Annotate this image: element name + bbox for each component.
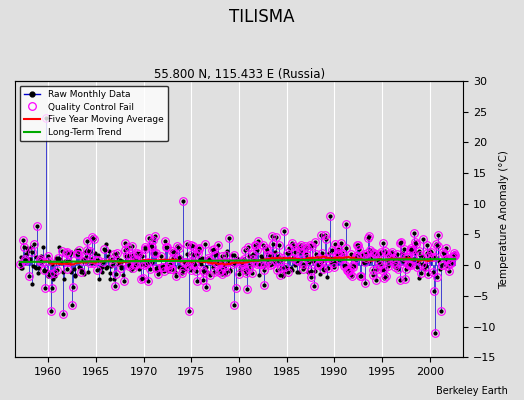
Title: 55.800 N, 115.433 E (Russia): 55.800 N, 115.433 E (Russia) bbox=[154, 68, 325, 81]
Y-axis label: Temperature Anomaly (°C): Temperature Anomaly (°C) bbox=[499, 150, 509, 288]
Text: TILISMA: TILISMA bbox=[230, 8, 294, 26]
Text: Berkeley Earth: Berkeley Earth bbox=[436, 386, 508, 396]
Legend: Raw Monthly Data, Quality Control Fail, Five Year Moving Average, Long-Term Tren: Raw Monthly Data, Quality Control Fail, … bbox=[19, 86, 168, 141]
